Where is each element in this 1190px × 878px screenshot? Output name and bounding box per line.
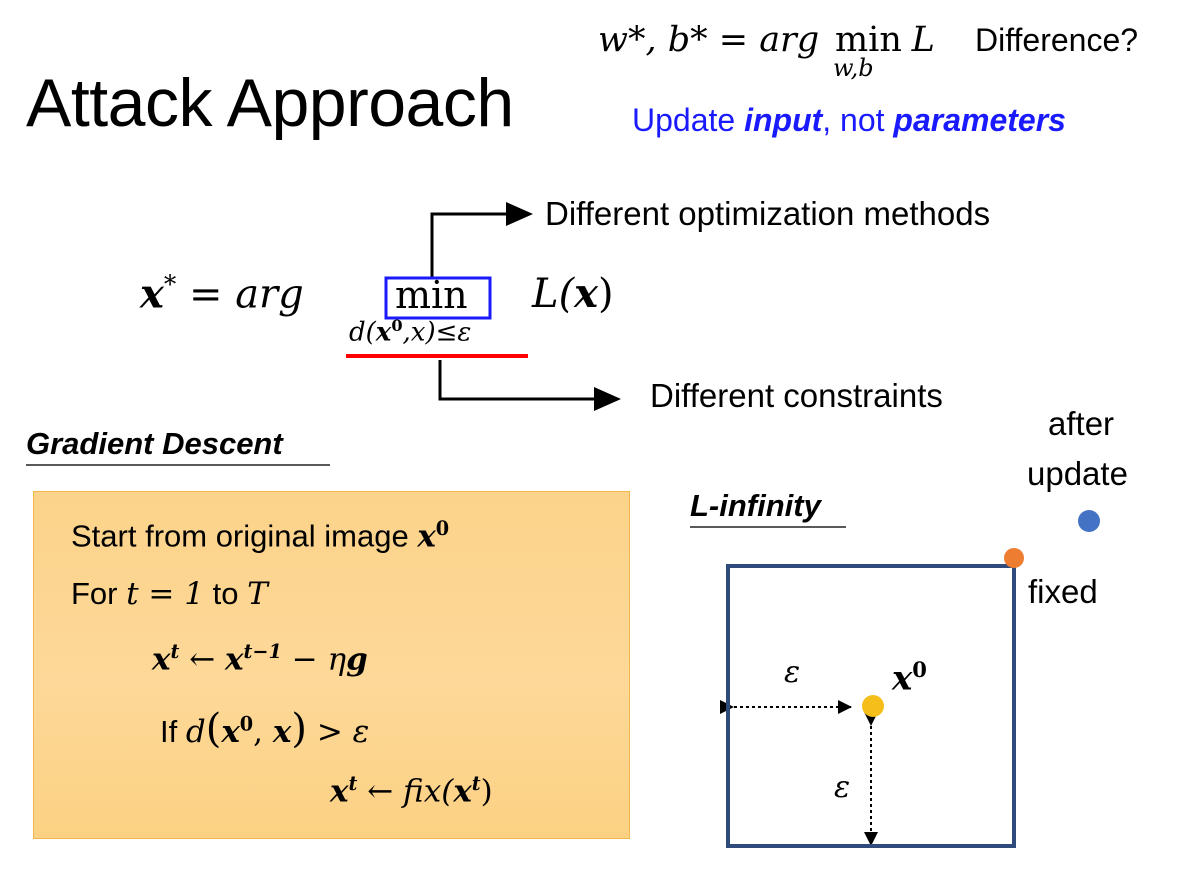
algo-line4-x: x (272, 714, 292, 750)
algo-line4-rest: > ε (306, 714, 370, 750)
update-label: update (1027, 455, 1128, 492)
main-star: * (163, 270, 177, 299)
top-formula-lhs: w*, b* = arg (598, 20, 820, 60)
main-rhs: L(x) (532, 270, 614, 317)
update-note-input: input (744, 102, 823, 138)
x0-sup: 0 (912, 657, 927, 682)
original-point-dot (862, 695, 884, 717)
algo-line2-math: t = 1 (126, 576, 204, 612)
min-highlight-box (384, 276, 492, 320)
algo-line3-lsup: t (170, 640, 180, 663)
algo-line3-g: g (346, 641, 368, 678)
main-formula: x* = arg (140, 270, 304, 317)
algo-line2-mid: to (204, 576, 248, 611)
algo-line1-var: x (417, 518, 436, 555)
difference-label: Difference? (975, 22, 1139, 58)
algo-line1-text: Start from original image (71, 518, 418, 554)
main-constraint: d(x0,x)≤ε (349, 316, 471, 348)
algo-line3-x: x (225, 641, 244, 678)
after-label: after (1048, 405, 1115, 442)
algo-line5-lhs: x (330, 773, 349, 810)
update-note-middle: , not (822, 102, 894, 138)
arrow-to-methods (430, 202, 533, 278)
arrow-to-constraints (438, 360, 621, 411)
algo-line5-xsup: t (471, 772, 481, 795)
algo-line3-sup: t−1 (243, 640, 282, 663)
algo-line-3: xt ← xt−1 − ηg (152, 640, 368, 677)
algo-line4-sup: 0 (239, 712, 254, 736)
top-formula-sub: w,b (832, 54, 874, 82)
algo-line-4: If d(x0, x) > ε (160, 706, 369, 752)
algo-line-1: Start from original image x0 (71, 517, 449, 554)
section-gradient-descent: Gradient Descent (26, 426, 283, 461)
algo-line4-if: If (160, 714, 186, 749)
section-l-infinity: L-infinity (690, 488, 821, 523)
fixed-point-dot (1004, 548, 1024, 568)
epsilon-horizontal-label: ε (784, 655, 801, 690)
algo-line5-x: x (453, 773, 472, 810)
top-formula-min: min w,b (832, 20, 902, 82)
algo-line5-fix: fix( (403, 773, 454, 810)
algo-line4-d: d (185, 714, 206, 750)
algo-line-2: For t = 1 to T (71, 576, 268, 612)
after-update-dot (1078, 510, 1100, 532)
x0-label: x0 (892, 657, 927, 698)
main-eq: = arg (176, 271, 304, 318)
slide-title: Attack Approach (26, 65, 514, 141)
linf-box (726, 564, 1016, 848)
algo-line5-close: ) (480, 773, 493, 810)
algo-line4-x0: x (221, 714, 240, 750)
algo-line5-sup: t (348, 772, 358, 795)
constraint-sup: 0 (391, 316, 403, 335)
top-formula: w*, b* = arg min w,b L (598, 20, 935, 82)
rhs-close: ) (598, 271, 614, 317)
algo-line1-sup: 0 (435, 517, 450, 540)
epsilon-vertical-label: ε (834, 770, 851, 805)
algo-line-5: xt ← fix(xt) (330, 772, 493, 809)
top-formula-rhs: L (911, 20, 935, 60)
algo-line3-arrow: ← (179, 641, 226, 678)
algo-line3-lhs: x (152, 641, 171, 678)
update-note-prefix: Update (632, 102, 745, 138)
fixed-label: fixed (1028, 573, 1098, 610)
algo-line2-T: T (247, 576, 268, 612)
annotation-methods: Different optimization methods (545, 195, 991, 232)
algo-line4-comma: , (253, 714, 273, 750)
algo-line3-rest: − η (281, 641, 347, 678)
main-min: min (395, 273, 468, 317)
x0-var: x (892, 658, 913, 699)
annotation-constraints: Different constraints (650, 377, 943, 414)
constraint-rest: ,x)≤ε (402, 317, 472, 348)
main-lhs: x (140, 270, 164, 318)
algo-line5-arrow: ← (357, 773, 404, 810)
constraint-x0: x (375, 317, 392, 348)
algo-line2-pre: For (71, 576, 127, 611)
constraint-d: d( (349, 317, 376, 348)
algo-line4-open: ( (205, 706, 222, 752)
update-note-parameters: parameters (893, 102, 1066, 138)
rhs-L: L( (532, 271, 575, 317)
algo-line4-close: ) (291, 706, 307, 752)
update-note: Update input, not parameters (632, 102, 1066, 139)
algorithm-box: Start from original image x0 For t = 1 t… (33, 491, 630, 839)
rhs-x: x (574, 270, 599, 317)
